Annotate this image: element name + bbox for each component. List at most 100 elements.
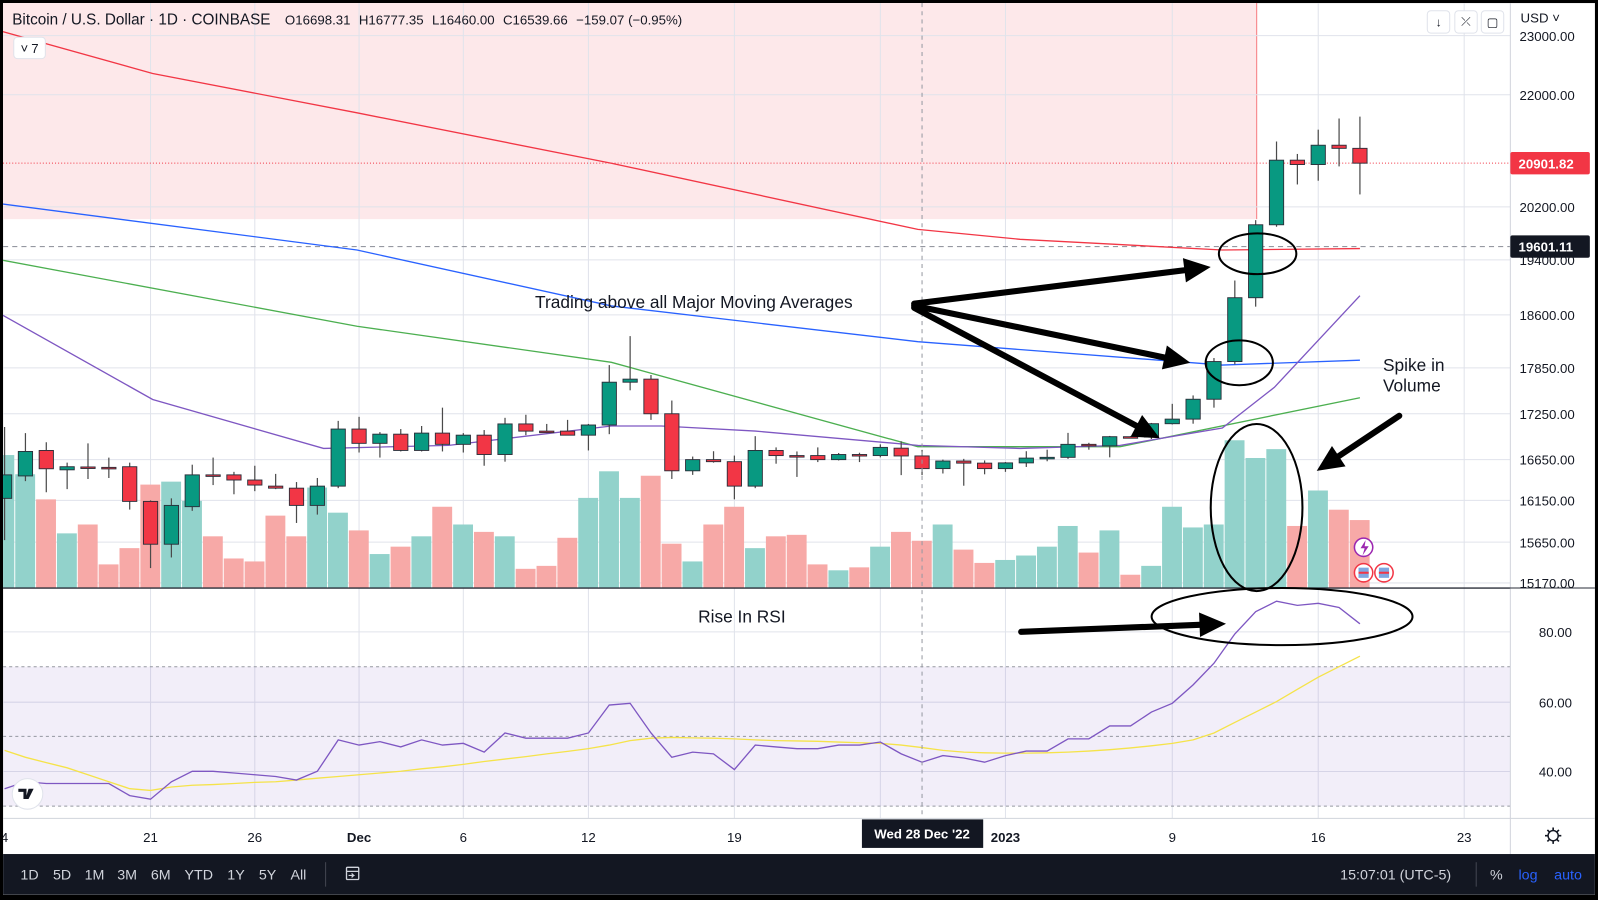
candle[interactable] xyxy=(1289,153,1305,185)
candle[interactable] xyxy=(122,462,138,510)
range-1y[interactable]: 1Y xyxy=(227,866,245,883)
candle[interactable] xyxy=(1227,280,1243,365)
currency-selector[interactable]: USD ˅ xyxy=(1520,10,1560,26)
range-5y[interactable]: 5Y xyxy=(258,866,277,883)
candle[interactable] xyxy=(935,459,951,474)
candle[interactable] xyxy=(789,451,805,477)
candle[interactable] xyxy=(893,441,909,476)
volume-bar xyxy=(244,561,265,589)
candle[interactable] xyxy=(226,471,242,495)
candle[interactable] xyxy=(622,336,638,391)
candle[interactable] xyxy=(268,473,284,490)
candle[interactable] xyxy=(601,365,617,435)
candle[interactable] xyxy=(559,419,576,436)
range-1m[interactable]: 1M xyxy=(84,866,105,883)
date-range-button[interactable] xyxy=(343,864,361,885)
collapse-button[interactable]: ⤫ xyxy=(1454,10,1478,34)
candle[interactable] xyxy=(80,443,96,479)
auto-scale-toggle[interactable]: auto xyxy=(1554,866,1582,883)
volume-bar xyxy=(515,568,536,589)
candle[interactable] xyxy=(372,432,388,458)
candle[interactable] xyxy=(1268,141,1285,227)
candle[interactable] xyxy=(1164,403,1180,425)
candle[interactable] xyxy=(1352,116,1368,195)
range-6m[interactable]: 6M xyxy=(150,866,171,883)
candle[interactable] xyxy=(956,458,972,486)
time-tick-label: 6 xyxy=(460,830,467,845)
candle[interactable] xyxy=(184,464,200,511)
candle[interactable] xyxy=(685,456,701,475)
candle[interactable] xyxy=(1060,432,1076,459)
candle[interactable] xyxy=(414,425,430,452)
candle-body-down xyxy=(1122,436,1139,439)
gear-icon[interactable] xyxy=(1545,827,1562,844)
price-tick-label: 20200.00 xyxy=(1520,200,1575,215)
candle[interactable] xyxy=(309,477,325,515)
tradingview-logo[interactable] xyxy=(11,778,44,810)
range-3m[interactable]: 3M xyxy=(117,866,138,883)
candle[interactable] xyxy=(1185,395,1201,424)
download-button[interactable]: ↓ xyxy=(1426,10,1451,34)
candle[interactable] xyxy=(643,375,659,420)
candle[interactable] xyxy=(726,455,742,500)
candle[interactable] xyxy=(1039,449,1055,462)
candle[interactable] xyxy=(747,436,763,489)
candle[interactable] xyxy=(1081,442,1097,450)
candle-body-up xyxy=(831,454,847,461)
percent-scale-toggle[interactable]: % xyxy=(1489,866,1503,883)
candle[interactable] xyxy=(1102,435,1118,458)
candle-body-down xyxy=(1081,443,1097,447)
candle[interactable] xyxy=(330,420,346,489)
candle[interactable] xyxy=(872,444,888,458)
range-1d[interactable]: 1D xyxy=(20,866,39,883)
candle[interactable] xyxy=(351,416,367,453)
candle[interactable] xyxy=(997,462,1014,472)
candle[interactable] xyxy=(393,429,409,452)
candle[interactable] xyxy=(247,465,263,492)
range-ytd[interactable]: YTD xyxy=(184,866,213,883)
candle[interactable] xyxy=(851,452,868,463)
candle[interactable] xyxy=(539,423,555,434)
candle[interactable] xyxy=(3,426,13,541)
candle[interactable] xyxy=(977,460,993,475)
candle[interactable] xyxy=(664,400,680,479)
indicators-toggle-button[interactable]: ˅ 7 xyxy=(13,36,46,60)
symbol-header[interactable]: Bitcoin / U.S. Dollar · 1D · COINBASE O1… xyxy=(12,11,682,28)
marker-price-badge xyxy=(1510,235,1590,258)
candle[interactable] xyxy=(101,457,117,478)
candle[interactable] xyxy=(163,498,179,558)
events-icons[interactable] xyxy=(1353,537,1394,583)
fullscreen-button[interactable]: ▢ xyxy=(1480,10,1505,34)
range-all[interactable]: All xyxy=(290,866,307,883)
candle[interactable] xyxy=(205,457,221,486)
range-5d[interactable]: 5D xyxy=(52,866,72,883)
candle[interactable] xyxy=(1310,129,1326,181)
price-chart[interactable]: 23000.0022000.0020200.0019400.0018600.00… xyxy=(3,3,1595,895)
candle[interactable] xyxy=(1018,451,1034,467)
candle[interactable] xyxy=(1331,118,1347,167)
candle[interactable] xyxy=(476,430,492,466)
candle[interactable] xyxy=(518,414,534,436)
candle[interactable] xyxy=(17,433,34,482)
candle[interactable] xyxy=(580,423,597,451)
candle[interactable] xyxy=(705,451,722,463)
candle[interactable] xyxy=(810,447,826,463)
volume-bar xyxy=(640,475,661,589)
candle[interactable] xyxy=(768,447,784,464)
candle[interactable] xyxy=(38,442,54,493)
volume-bar xyxy=(348,530,369,589)
log-scale-toggle[interactable]: log xyxy=(1518,866,1538,883)
candle[interactable] xyxy=(142,500,159,569)
candle[interactable] xyxy=(831,452,847,461)
clock-time[interactable]: 15:07:01 (UTC-5) xyxy=(1340,866,1452,883)
candle-body-up xyxy=(747,449,763,487)
candle[interactable] xyxy=(1248,220,1264,307)
candle[interactable] xyxy=(455,433,471,453)
candle[interactable] xyxy=(1206,358,1222,408)
candle[interactable] xyxy=(1122,435,1139,439)
candle[interactable] xyxy=(59,462,75,490)
candle[interactable] xyxy=(497,417,513,462)
candle[interactable] xyxy=(434,407,451,452)
volume-bar xyxy=(849,567,870,589)
candle[interactable] xyxy=(288,482,305,523)
